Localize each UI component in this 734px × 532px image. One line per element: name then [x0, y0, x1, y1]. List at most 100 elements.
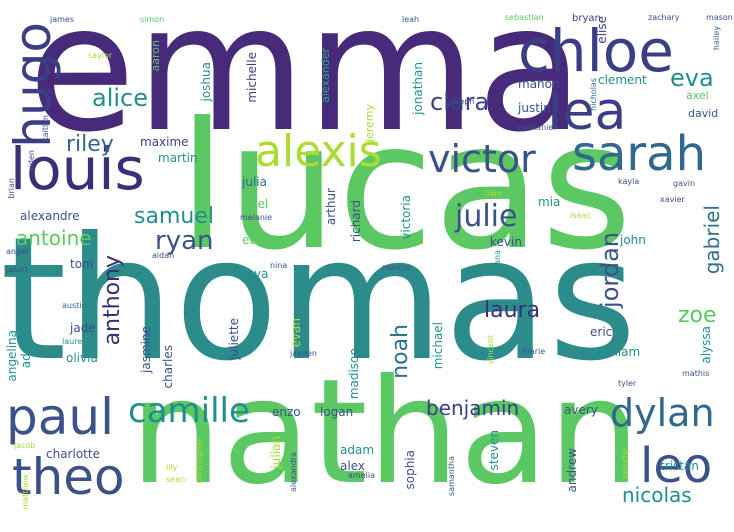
word-olivia: olivia: [66, 351, 98, 365]
word-ariana: ariana: [493, 250, 502, 276]
word-lily: lily: [166, 463, 178, 472]
word-adam: adam: [340, 443, 375, 457]
word-michelle: michelle: [245, 52, 259, 103]
word-amelia: amelia: [348, 471, 375, 480]
word-aaron: aaron: [149, 40, 162, 72]
word-gavin: gavin: [673, 179, 696, 188]
word-martin: martin: [158, 151, 198, 165]
word-saylor: saylor: [88, 51, 113, 60]
word-nathan: nathan: [130, 348, 641, 517]
word-isaac: isaac: [570, 211, 591, 220]
word-maya: maya: [235, 267, 269, 281]
word-nicolas: nicolas: [622, 483, 692, 507]
word-zoe: zoe: [678, 303, 717, 328]
word-angelina: angelina: [5, 330, 19, 382]
word-jordan: jordan: [596, 232, 624, 308]
word-michael: michael: [431, 322, 445, 370]
word-adrian: adrian: [19, 330, 33, 369]
word-alexander: alexander: [319, 48, 332, 103]
word-clement: clement: [598, 73, 647, 87]
word-paul: paul: [6, 388, 114, 446]
word-julian: julian: [269, 436, 283, 469]
word-kayla: kayla: [618, 177, 640, 186]
word-jonathan: jonathan: [411, 62, 425, 115]
word-juliette: juliette: [227, 318, 241, 360]
word-lauren: lauren: [62, 337, 88, 346]
word-jason: jason: [6, 265, 28, 274]
word-angel: angel: [6, 247, 29, 256]
word-nicholas: nicholas: [589, 78, 598, 111]
word-chloe: chloe: [518, 17, 674, 85]
word-tristan: tristan: [660, 459, 699, 473]
word-zachary: zachary: [648, 13, 680, 22]
word-sean: sean: [166, 475, 186, 484]
word-eva: eva: [670, 64, 714, 92]
word-joshua: joshua: [199, 62, 213, 102]
word-julia: julia: [242, 175, 267, 189]
word-ryan: ryan: [155, 226, 214, 256]
word-joseph: joseph: [448, 97, 475, 106]
word-aiden: aiden: [27, 150, 36, 173]
word-john: john: [620, 233, 646, 247]
word-camille: camille: [128, 391, 250, 431]
word-lucas: lucas: [178, 86, 633, 289]
word-andrew: andrew: [565, 448, 579, 493]
word-alexandra: alexandra: [289, 452, 298, 492]
word-christopher: christopher: [195, 438, 204, 484]
word-mia: mia: [538, 195, 561, 209]
word-lea: lea: [548, 82, 627, 142]
word-jasmine: jasmine: [139, 326, 153, 373]
word-william: william: [598, 345, 641, 359]
word-mason: mason: [706, 13, 733, 22]
word-madison: madison: [347, 348, 361, 400]
word-kevin: kevin: [490, 235, 522, 249]
word-samuel: samuel: [134, 204, 214, 229]
word-thomas: thomas: [0, 201, 637, 399]
word-steven: steven: [487, 430, 501, 471]
word-jacob: jacob: [14, 441, 36, 450]
word-arthur: arthur: [324, 188, 338, 226]
word-victor: victor: [428, 137, 536, 181]
word-charles: charles: [161, 345, 175, 389]
word-gabriel: gabriel: [700, 205, 724, 275]
word-clara: clara: [430, 88, 490, 116]
word-leah: leah: [402, 15, 420, 24]
word-vincent: vincent: [486, 335, 495, 365]
word-tom: tom: [70, 257, 94, 271]
word-louis: louis: [10, 135, 145, 203]
word-kaitlyn: kaitlyn: [41, 115, 50, 142]
word-julie: julie: [455, 199, 518, 234]
word-mathis: mathis: [682, 369, 710, 378]
word-alyssa: alyssa: [699, 326, 713, 364]
word-axel: axel: [686, 89, 709, 102]
word-sebastian: sebastian: [505, 13, 544, 22]
word-brian: brian: [7, 178, 16, 199]
word-james: james: [50, 15, 75, 24]
word-maxime: maxime: [140, 135, 189, 149]
word-anthony: anthony: [100, 255, 125, 346]
word-elise: elise: [595, 16, 609, 44]
word-sophia: sophia: [403, 450, 417, 490]
word-victoria: victoria: [399, 195, 413, 240]
word-riley: riley: [66, 132, 114, 157]
word-avery: avery: [564, 403, 598, 417]
word-timothy: timothy: [621, 448, 630, 479]
word-hugo: hugo: [4, 22, 62, 148]
word-austin: austin: [62, 301, 87, 310]
word-bryan: bryan: [572, 13, 601, 24]
word-aidan: aidan: [152, 251, 175, 260]
word-alex: alex: [340, 459, 365, 473]
word-simon: simon: [140, 15, 165, 24]
word-justin: justin: [518, 101, 551, 115]
word-antoine: antoine: [16, 226, 92, 250]
word-enzo: enzo: [272, 405, 301, 419]
word-jade: jade: [70, 321, 96, 335]
word-ethan: ethan: [242, 233, 277, 247]
word-hailey: hailey: [712, 26, 721, 51]
word-matthew: matthew: [21, 474, 30, 510]
word-logan: logan: [320, 405, 354, 419]
word-evan: evan: [289, 318, 303, 348]
word-ariel: ariel: [242, 197, 269, 211]
word-liam: liam: [485, 189, 503, 198]
